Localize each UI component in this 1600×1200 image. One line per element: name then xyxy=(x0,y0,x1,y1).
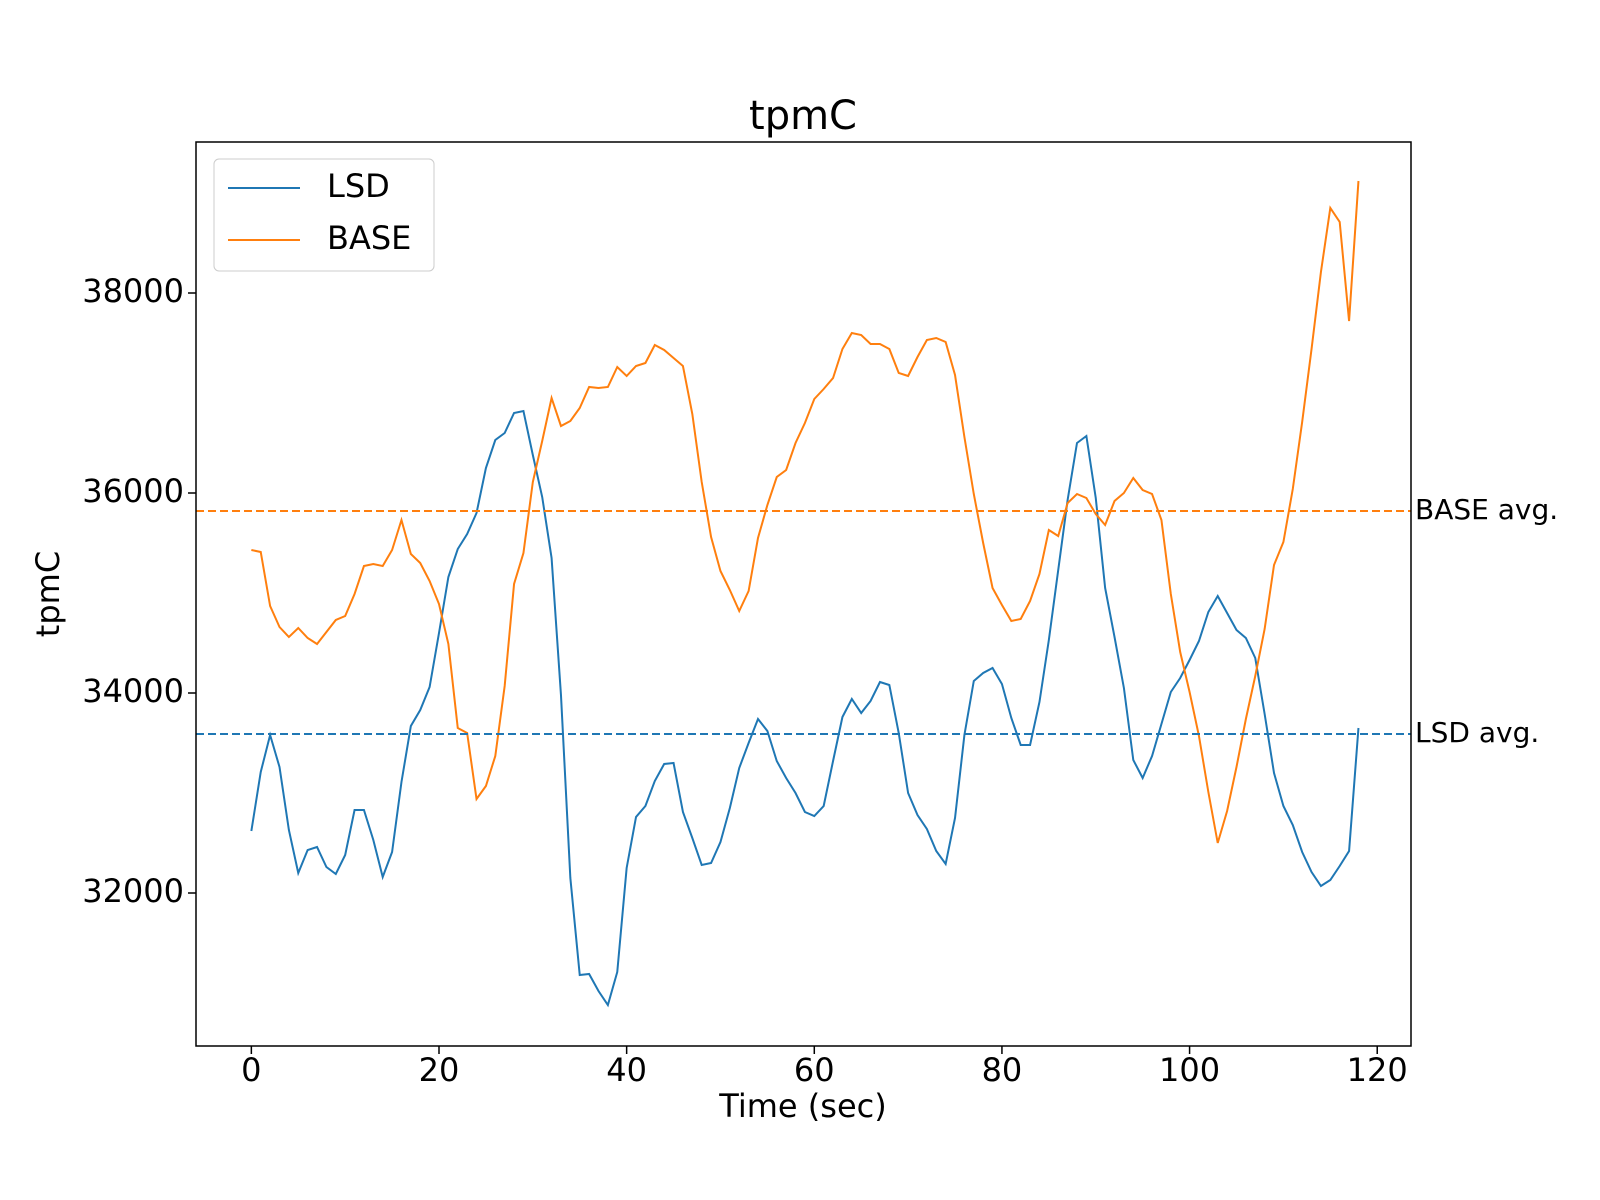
x-axis-label: Time (sec) xyxy=(718,1087,886,1125)
legend-label: LSD xyxy=(327,167,390,205)
y-tick-label: 38000 xyxy=(82,272,184,310)
y-tick-label: 34000 xyxy=(82,672,184,710)
x-tick-label: 120 xyxy=(1347,1051,1408,1089)
reference-label: BASE avg. xyxy=(1415,493,1558,526)
data-line xyxy=(250,409,1360,1008)
x-tick-label: 80 xyxy=(982,1051,1023,1089)
y-tick-label: 32000 xyxy=(82,872,184,910)
chart-title: tpmC xyxy=(749,93,857,139)
plot-frame xyxy=(195,141,1412,1047)
legend-label: BASE xyxy=(327,219,411,257)
y-tick-label: 36000 xyxy=(82,472,184,510)
x-tick-label: 0 xyxy=(241,1051,261,1089)
x-tick-label: 60 xyxy=(794,1051,835,1089)
y-axis-label: tpmC xyxy=(29,551,67,637)
reference-label: LSD avg. xyxy=(1415,716,1539,749)
x-tick-label: 100 xyxy=(1159,1051,1220,1089)
x-tick-label: 40 xyxy=(606,1051,647,1089)
x-tick-label: 20 xyxy=(419,1051,460,1089)
data-line xyxy=(251,180,1360,844)
